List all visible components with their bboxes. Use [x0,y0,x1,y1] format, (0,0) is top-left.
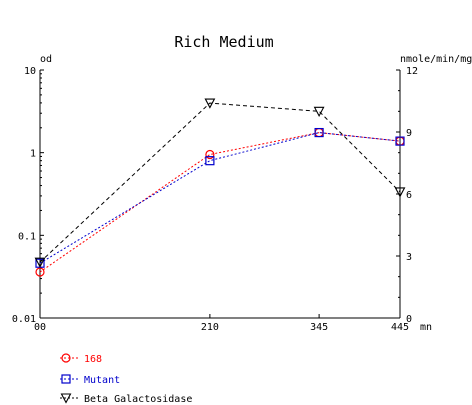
y-left-axis-label: od [40,54,52,65]
x-tick-label: 00 [34,322,46,333]
x-tick-label: 445 [391,322,409,333]
legend-marker [61,374,71,384]
x-tick-label: 210 [201,322,219,333]
chart-title: Rich Medium [174,33,273,51]
y-right-tick-label: 9 [406,128,412,139]
x-axis-label: mn [420,322,432,333]
series-lines [39,102,401,273]
data-point [35,267,45,277]
legend-marker [61,353,71,363]
axes: 0.01 0.1 1 10 0 3 6 9 12 00 210 345 445 [12,66,418,333]
legend-label: 168 [84,354,102,365]
data-point [313,106,325,118]
legend-marker [60,393,72,404]
data-point [205,156,215,166]
data-point [314,127,324,138]
data-point [205,149,215,160]
data-point [394,187,406,198]
data-point [395,136,405,146]
legend-label: Beta Galactosidase [84,394,192,405]
y-left-tick-label: 0.1 [18,231,36,242]
legend: 168 Mutant Beta Galactosidase [60,353,192,405]
y-left-tick-label: 1 [30,149,36,160]
series-line-beta-galactosidase [39,102,401,263]
legend-label: Mutant [84,375,120,386]
x-tick-label: 345 [310,322,328,333]
y-left-tick-label: 10 [24,66,36,77]
y-right-tick-label: 0 [406,314,412,325]
y-right-tick-label: 3 [406,252,412,263]
series-line-168 [39,132,401,273]
y-right-axis-label: nmole/min/mg [400,54,472,65]
series-markers [34,98,406,277]
y-right-tick-label: 6 [406,190,412,201]
data-point [34,257,46,268]
y-left-tick-label: 0.01 [12,314,36,325]
data-point [204,98,216,109]
y-right-tick-label: 12 [406,66,418,77]
